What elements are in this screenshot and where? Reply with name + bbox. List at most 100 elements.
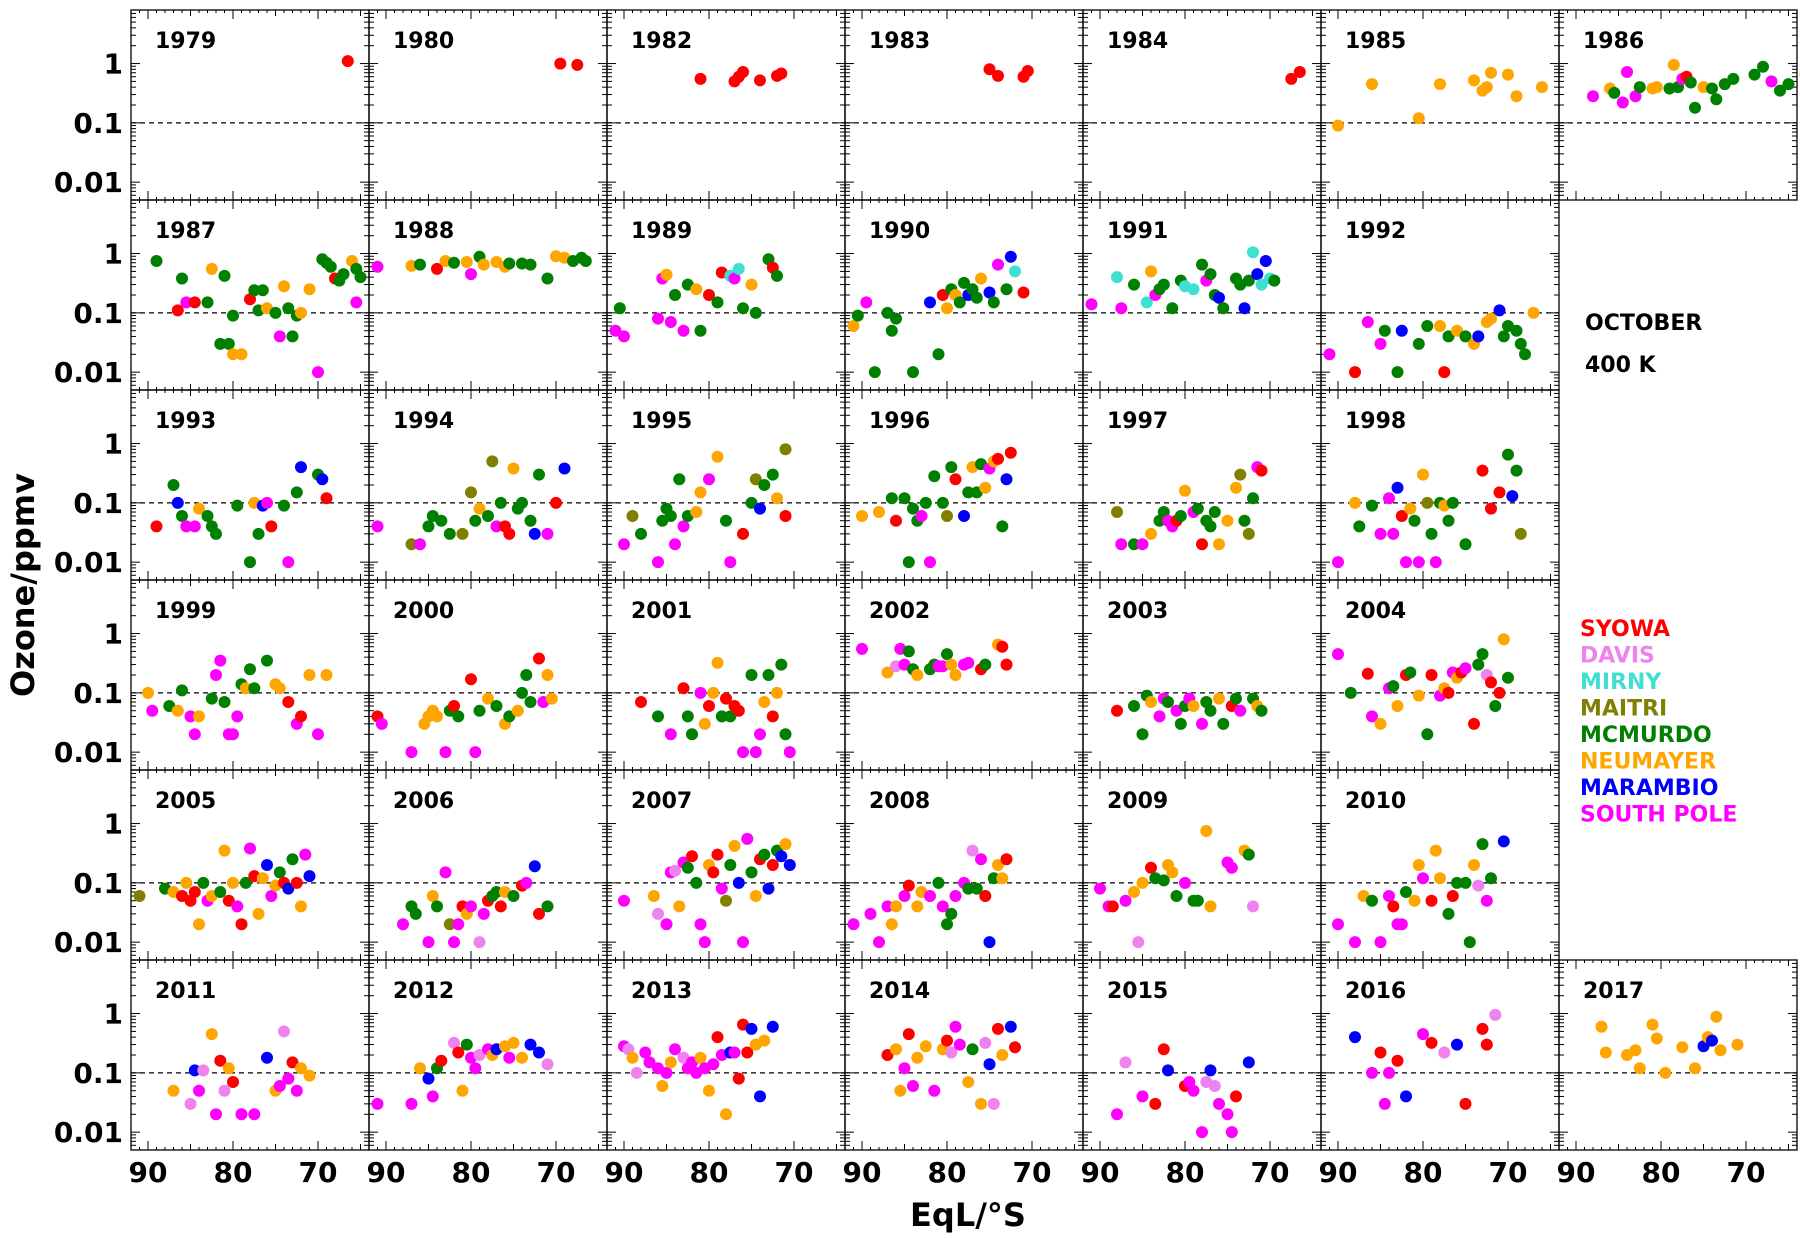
y-tick-label: 1 (104, 998, 123, 1031)
data-point (652, 556, 664, 569)
data-point (1115, 538, 1128, 551)
y-tick-label: 0.01 (54, 356, 123, 389)
panel-2010: 2010 (1320, 769, 1560, 961)
data-point (1000, 658, 1013, 671)
data-point (1472, 879, 1485, 892)
data-point (1621, 66, 1633, 78)
data-point (460, 256, 473, 268)
data-point (660, 918, 673, 931)
data-point (465, 900, 477, 913)
data-point (720, 514, 732, 527)
data-point (176, 510, 188, 522)
data-point (1493, 686, 1506, 699)
data-point (652, 907, 664, 920)
data-point (180, 520, 193, 533)
data-point (728, 839, 741, 852)
data-point (435, 1054, 448, 1067)
data-point (193, 710, 205, 723)
data-point (1349, 366, 1361, 379)
panel-1993: 1993 (130, 389, 370, 581)
data-point (520, 669, 533, 681)
data-point (541, 1058, 554, 1071)
data-point (448, 936, 460, 949)
data-point (941, 918, 953, 931)
panel-grid: 1979 0.01 0.1 1 1980 1982 1983 1984 1985 1986 1987… (54, 9, 1800, 1189)
data-point (184, 710, 197, 723)
data-point (1502, 671, 1514, 684)
data-point (690, 283, 703, 296)
data-point (1166, 866, 1179, 879)
data-point (1387, 680, 1400, 693)
data-point (1463, 936, 1476, 949)
data-point (422, 520, 435, 533)
data-point (426, 890, 439, 902)
panel-1980: 1980 (368, 9, 608, 201)
data-point (745, 669, 758, 681)
data-point (686, 850, 698, 863)
data-point (924, 890, 936, 902)
data-point (647, 890, 660, 902)
data-point (851, 309, 864, 322)
data-point (979, 890, 992, 902)
data-point (992, 859, 1004, 871)
data-point (1200, 825, 1213, 837)
data-point (252, 527, 265, 540)
data-point (1349, 936, 1361, 949)
data-point (1293, 66, 1306, 78)
data-point (618, 538, 630, 551)
data-point (180, 296, 193, 309)
data-point (1451, 324, 1463, 337)
data-point (231, 499, 244, 512)
data-point (490, 520, 503, 533)
panel-1987: 1987 (130, 199, 370, 391)
data-point (1323, 348, 1336, 361)
data-point (265, 890, 278, 902)
data-point (1332, 648, 1344, 661)
data-point (235, 918, 248, 931)
data-point (541, 900, 554, 913)
panel-2013: 2013 (606, 959, 846, 1151)
panel-1984: 1984 (1082, 9, 1322, 201)
data-point (907, 502, 919, 515)
panel-2005: 2005 (130, 769, 370, 961)
year-label: 2009 (1107, 789, 1168, 814)
data-point (941, 648, 953, 661)
data-point (1196, 538, 1208, 551)
data-point (1111, 704, 1123, 717)
data-point (397, 918, 409, 931)
data-point (405, 538, 418, 551)
data-point (503, 257, 516, 270)
data-point (1196, 258, 1208, 271)
data-point (303, 1069, 316, 1082)
year-label: 1999 (155, 599, 216, 624)
data-point (244, 663, 256, 676)
data-point (1497, 330, 1510, 343)
data-point (1519, 348, 1531, 361)
data-point (214, 654, 227, 667)
data-point (350, 296, 363, 309)
data-point (448, 256, 460, 269)
data-point (737, 746, 749, 759)
data-point (261, 1051, 273, 1064)
data-point (1429, 556, 1442, 569)
data-point (1395, 324, 1408, 337)
data-point (1017, 286, 1030, 299)
y-tick-label: 0.1 (73, 677, 123, 710)
data-point (303, 669, 316, 681)
year-label: 1986 (1583, 29, 1644, 54)
data-point (371, 520, 384, 533)
panel-1992: 1992 (1320, 199, 1560, 391)
year-label: 1993 (155, 409, 216, 434)
data-point (847, 320, 860, 332)
data-point (456, 527, 469, 540)
data-point (1404, 666, 1417, 679)
data-point (1412, 556, 1425, 569)
data-point (320, 669, 333, 681)
data-point (1476, 838, 1489, 851)
data-point (775, 850, 788, 863)
data-point (214, 337, 227, 350)
data-point (303, 283, 316, 296)
panel-2004: 2004 (1320, 579, 1560, 771)
data-point (711, 848, 724, 861)
data-point (1387, 527, 1400, 540)
